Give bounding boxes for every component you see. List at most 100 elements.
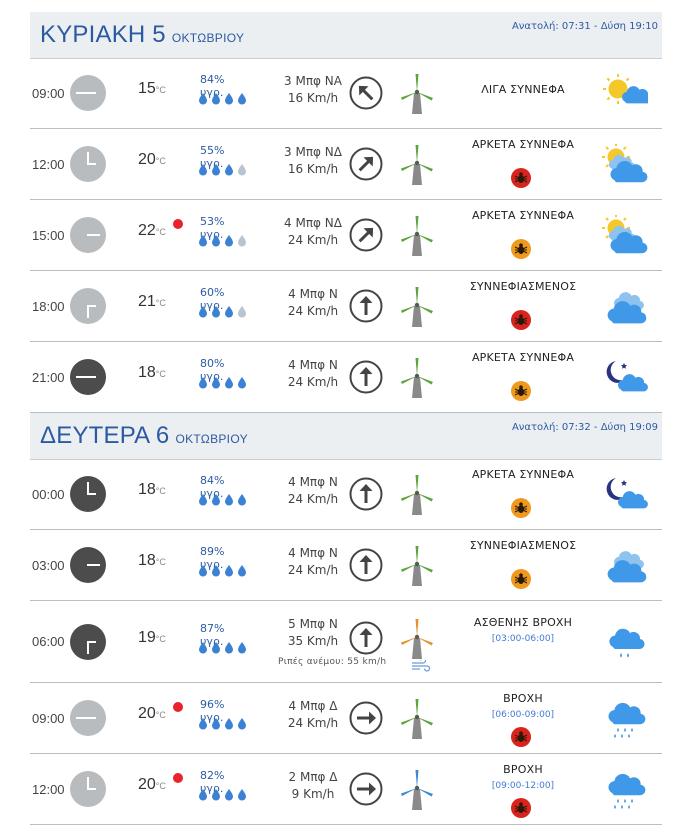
humidity-drop-icon xyxy=(198,715,208,730)
wind-beaufort: 4 Μπφ Ν xyxy=(288,287,338,301)
wind-speed: 9 Km/h xyxy=(291,787,335,801)
wind-turbine-icon xyxy=(399,543,435,587)
temperature-value: 20 xyxy=(138,776,156,793)
humidity-drop-icon xyxy=(224,491,234,506)
clock-icon xyxy=(70,75,106,111)
wind-beaufort: 4 Μπφ Ν xyxy=(288,475,338,489)
wind-turbine-icon xyxy=(399,142,435,186)
humidity-drop-icon xyxy=(198,562,208,577)
wind-direction-icon xyxy=(349,147,383,181)
temperature-value: 21 xyxy=(138,293,156,310)
humidity-drop-icon xyxy=(198,303,208,318)
humidity-drop-icon xyxy=(198,90,208,105)
forecast-row: 18:00 21°C 60% υγρ. 4 Μπφ Ν 24 Km/h ΣΥΝΝΕΦΙΑ… xyxy=(30,271,662,342)
hour-label: 09:00 xyxy=(32,85,65,101)
humidity-drop-icon xyxy=(237,90,247,105)
humidity-drop-icon xyxy=(237,715,247,730)
humidity-drop-icon xyxy=(224,232,234,247)
temperature: 20°C xyxy=(138,776,166,794)
warning-insect-icon xyxy=(511,381,531,401)
temperature-value: 15 xyxy=(138,80,156,97)
wind-beaufort: 4 Μπφ Ν xyxy=(288,546,338,560)
day-month: ΟΚΤΩΒΡΙΟΥ xyxy=(175,432,248,446)
wind-turbine-icon xyxy=(399,472,435,516)
temperature: 21°C xyxy=(138,293,166,311)
day-title: ΚΥΡΙΑΚΗ 5 ΟΚΤΩΒΡΙΟΥ xyxy=(40,21,244,49)
day-header: ΔΕΥΤΕΡΑ 6 ΟΚΤΩΒΡΙΟΥ Ανατολή: 07:32 - Δύση … xyxy=(30,413,662,460)
hour-label: 21:00 xyxy=(32,369,65,385)
humidity-label: 60% υγρ. xyxy=(200,286,225,312)
wind-beaufort: 4 Μπφ Δ xyxy=(288,699,338,713)
humidity-drop-icon xyxy=(211,90,221,105)
clock-icon xyxy=(70,217,106,253)
temperature-unit: °C xyxy=(155,85,166,95)
temperature: 19°C xyxy=(138,629,166,647)
wind-direction-icon xyxy=(349,218,383,252)
temperature-alert-dot xyxy=(173,702,183,712)
warning-insect-icon xyxy=(511,569,531,589)
condition-label: ΑΡΚΕΤΑ ΣΥΝΝΕΦΑ xyxy=(471,138,575,151)
wind-info: 4 Μπφ Ν 24 Km/h xyxy=(270,474,356,508)
wind-speed: 24 Km/h xyxy=(287,492,339,506)
humidity-drop-icon xyxy=(237,161,247,176)
wind-speed: 24 Km/h xyxy=(287,304,339,318)
humidity-drops xyxy=(198,303,247,318)
sunrise-sunset: Ανατολή: 07:32 - Δύση 19:09 xyxy=(511,422,658,433)
temperature-value: 18 xyxy=(138,364,156,381)
temperature-unit: °C xyxy=(155,486,166,496)
temperature: 18°C xyxy=(138,364,166,382)
temperature-value: 20 xyxy=(138,151,156,168)
wind-beaufort: 4 Μπφ ΝΔ xyxy=(284,216,342,230)
condition-label: ΣΥΝΝΕΦΙΑΣΜΕΝΟΣ xyxy=(469,280,577,293)
day-month: ΟΚΤΩΒΡΙΟΥ xyxy=(171,31,245,45)
humidity-drop-icon xyxy=(237,786,247,801)
humidity-drop-icon xyxy=(237,639,247,653)
humidity-drops xyxy=(198,562,247,577)
wind-direction-icon xyxy=(349,548,383,582)
wind-speed: 16 Km/h xyxy=(287,162,339,176)
wind-speed: 24 Km/h xyxy=(287,375,339,389)
humidity-drop-icon xyxy=(224,562,234,577)
forecast-row: 15:00 22°C 53% υγρ. 4 Μπφ ΝΔ 24 Km/h ΑΡΚΕΤΑ … xyxy=(30,200,662,271)
humidity-drop-icon xyxy=(198,374,208,389)
wind-info: 4 Μπφ Ν 24 Km/h xyxy=(270,357,356,391)
wind-turbine-icon xyxy=(399,284,435,328)
hour-label: 00:00 xyxy=(32,486,65,502)
wind-info: 4 Μπφ ΝΔ 24 Km/h xyxy=(270,215,356,249)
temperature-unit: °C xyxy=(155,227,166,237)
wind-speed: 24 Km/h xyxy=(287,716,339,730)
condition-label: ΛΙΓΑ ΣΥΝΝΕΦΑ xyxy=(481,83,565,96)
weather-sun-clouds-icon xyxy=(602,143,648,184)
wind-turbine-icon xyxy=(399,213,435,257)
temperature: 15°C xyxy=(138,80,166,98)
wind-info: 2 Μπφ Δ 9 Km/h xyxy=(270,769,356,803)
humidity-drop-icon xyxy=(211,715,221,730)
sunrise-sunset: Ανατολή: 07:31 - Δύση 19:10 xyxy=(511,21,658,32)
humidity-drop-icon xyxy=(211,232,221,247)
clock-icon xyxy=(70,476,106,512)
humidity-drops xyxy=(198,639,247,653)
wind-direction-icon xyxy=(349,772,383,806)
humidity-drop-icon xyxy=(224,639,234,653)
wind-info: 5 Μπφ Ν 35 Km/h xyxy=(270,616,356,650)
forecast-row: 03:00 18°C 89% υγρ. 4 Μπφ Ν 24 Km/h ΣΥΝΝΕΦΙΑ… xyxy=(30,530,662,601)
condition-label: ΑΡΚΕΤΑ ΣΥΝΝΕΦΑ xyxy=(471,351,575,364)
hour-label: 03:00 xyxy=(32,557,65,573)
forecast-row: 12:00 20°C 55% υγρ. 3 Μπφ ΝΔ 16 Km/h ΑΡΚΕΤΑ … xyxy=(30,129,662,200)
wind-speed: 16 Km/h xyxy=(287,91,339,105)
humidity-drop-icon xyxy=(237,232,247,247)
temperature: 22°C xyxy=(138,222,166,240)
wind-speed: 24 Km/h xyxy=(287,233,339,247)
clock-icon xyxy=(70,146,106,182)
temperature-value: 19 xyxy=(138,628,156,646)
wind-turbine-icon xyxy=(399,355,435,399)
hour-label: 09:00 xyxy=(32,710,65,726)
day-name: ΚΥΡΙΑΚΗ 5 xyxy=(40,21,166,48)
warning-insect-icon xyxy=(511,168,531,188)
clock-icon xyxy=(70,700,106,736)
wind-info: 4 Μπφ Δ 24 Km/h xyxy=(270,698,356,732)
weather-moon-cloud-icon xyxy=(602,357,648,397)
humidity-drop-icon xyxy=(211,639,221,653)
condition-label: ΑΡΚΕΤΑ ΣΥΝΝΕΦΑ xyxy=(471,209,575,222)
